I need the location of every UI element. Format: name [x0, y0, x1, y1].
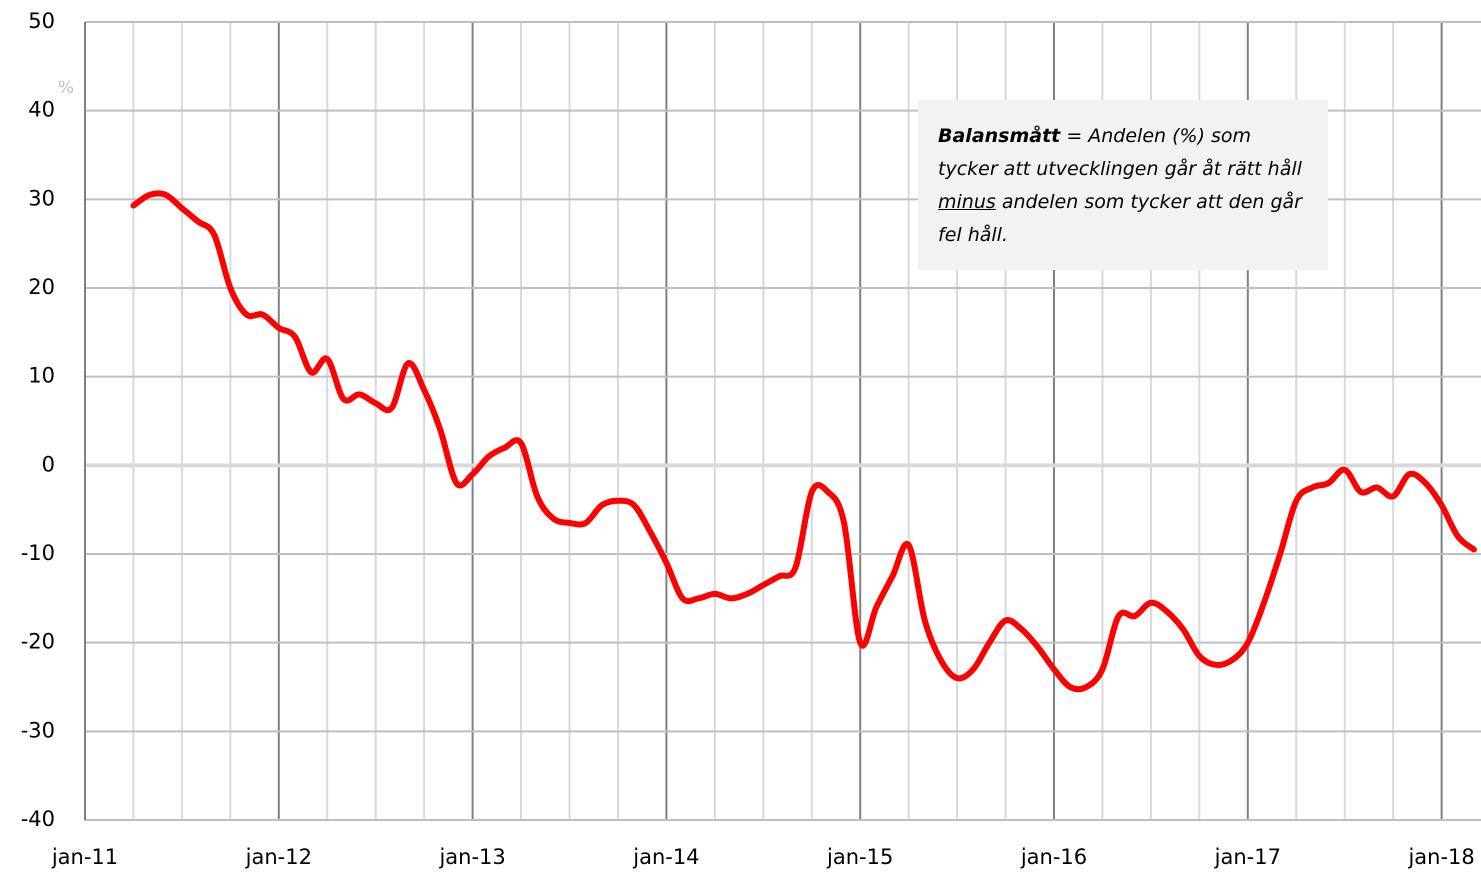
annotation: Balansmått = Andelen (%) som tycker att … [918, 100, 1328, 270]
x-tick-label: jan-12 [245, 845, 312, 869]
y-tick-label: 50 [28, 9, 55, 33]
x-tick-label: jan-14 [632, 845, 699, 869]
annotation-text: = Andelen (%) som tycker att utvecklinge… [938, 125, 1302, 180]
annotation-text: andelen som tycker att den går fel håll. [938, 191, 1302, 246]
x-tick-label: jan-16 [1020, 845, 1087, 869]
x-tick-label: jan-13 [438, 845, 505, 869]
y-unit: % [58, 78, 74, 98]
x-tick-label: jan-11 [51, 845, 118, 869]
x-tick-label: jan-15 [826, 845, 893, 869]
x-tick-label: jan-17 [1214, 845, 1281, 869]
y-tick-label: -20 [21, 630, 55, 654]
annotation-term: Balansmått [938, 125, 1061, 147]
data-line [130, 190, 1477, 693]
x-tick-label: jan-18 [1407, 845, 1474, 869]
y-tick-label: 0 [42, 452, 55, 476]
y-tick-label: 20 [28, 275, 55, 299]
y-tick-label: 40 [28, 98, 55, 122]
y-tick-label: 30 [28, 186, 55, 210]
y-tick-label: -10 [21, 541, 55, 565]
y-tick-label: -30 [21, 718, 55, 742]
y-tick-label: 10 [28, 364, 55, 388]
annotation-emphasis: minus [938, 191, 996, 213]
y-tick-label: -40 [21, 807, 55, 831]
